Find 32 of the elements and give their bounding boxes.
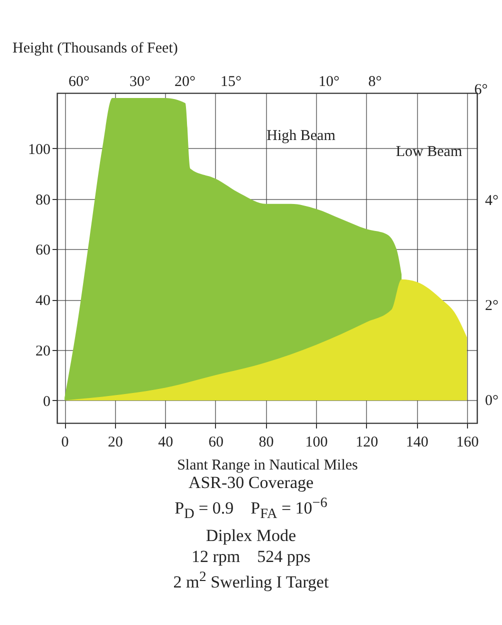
text: Diplex Mode [204, 525, 298, 546]
x-tick-label: 100 [305, 434, 328, 450]
y-tick-label: 40 [36, 293, 50, 310]
text: 8° [368, 74, 382, 90]
text: 10° [318, 74, 340, 90]
text: 4° [485, 193, 498, 209]
y-tick-label: 0 [43, 394, 50, 410]
annotation: 6° [474, 82, 488, 98]
text: 30° [130, 74, 150, 90]
x-tick-label: 160 [456, 434, 479, 450]
y-tick-label: 60 [36, 242, 50, 259]
y-tick-label: 100 [28, 142, 50, 158]
text: 2 m$^{2}$ Swerling I Target [172, 568, 330, 593]
text: 2° [485, 298, 498, 314]
text: 15° [220, 74, 242, 90]
y-axis-title: Height (Thousands of Feet) [12, 40, 178, 56]
y-tick-label: 20 [36, 343, 50, 360]
text: 0° [485, 393, 498, 409]
x-tick-label: 80 [258, 434, 274, 450]
text: P$_{D}$ = 0.9 P$_{FA}$ = 10$^{−6}$ [174, 494, 328, 524]
x-tick-label: 120 [356, 434, 378, 450]
x-tick-label: 140 [406, 434, 428, 450]
x-tick-label: 40 [158, 434, 174, 450]
text: 20° [174, 74, 196, 90]
x-tick-label: 0 [61, 434, 69, 450]
x-axis-title: Slant Range in Nautical Miles [177, 458, 358, 474]
x-tick-label: 20 [108, 434, 123, 450]
text: 60° [68, 74, 90, 90]
y-tick-label: 80 [36, 192, 50, 208]
text: ASR-30 Coverage [187, 473, 315, 493]
x-tick-label: 60 [208, 434, 224, 450]
text: 12 rpm 524 pps [190, 546, 312, 568]
